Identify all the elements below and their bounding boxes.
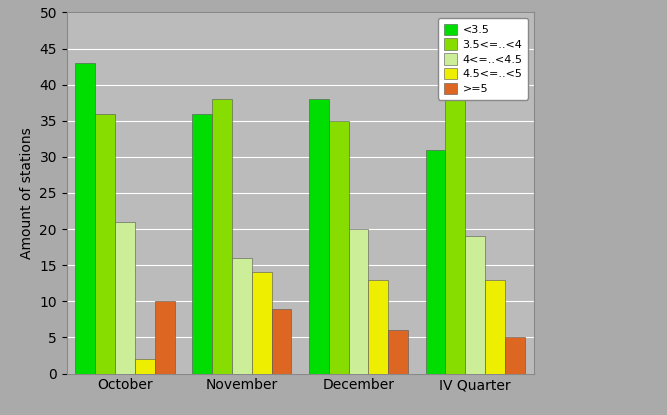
- Bar: [155, 301, 175, 374]
- Bar: [135, 359, 155, 374]
- Bar: [232, 258, 251, 374]
- Bar: [349, 229, 368, 374]
- Bar: [466, 236, 485, 374]
- Bar: [329, 121, 349, 374]
- Bar: [309, 99, 329, 374]
- Bar: [95, 114, 115, 374]
- Bar: [446, 49, 466, 374]
- Bar: [115, 222, 135, 374]
- Bar: [388, 330, 408, 374]
- Bar: [505, 337, 525, 374]
- Bar: [75, 63, 95, 374]
- Bar: [426, 150, 446, 374]
- Bar: [271, 308, 291, 374]
- Bar: [212, 99, 232, 374]
- Bar: [192, 114, 212, 374]
- Bar: [368, 280, 388, 374]
- Bar: [485, 280, 505, 374]
- Bar: [251, 272, 271, 374]
- Y-axis label: Amount of stations: Amount of stations: [20, 127, 34, 259]
- Legend: <3.5, 3.5<=..<4, 4<=..<4.5, 4.5<=..<5, >=5: <3.5, 3.5<=..<4, 4<=..<4.5, 4.5<=..<5, >…: [438, 18, 528, 100]
